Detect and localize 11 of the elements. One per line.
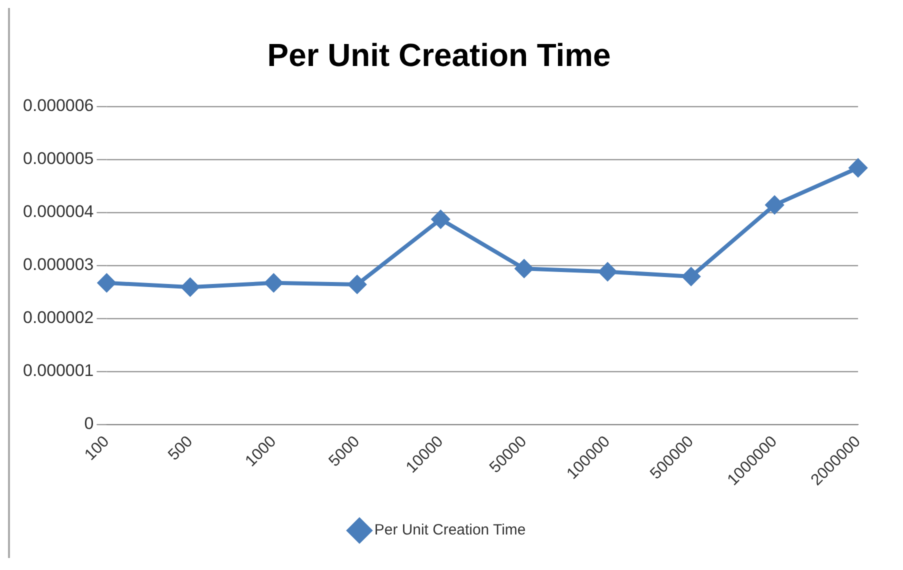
legend-label: Per Unit Creation Time — [374, 522, 526, 539]
chart-title: Per Unit Creation Time — [267, 36, 611, 74]
y-tick-label: 0.000005 — [23, 149, 94, 168]
x-tick-label: 100 — [82, 433, 113, 464]
y-tick-label: 0 — [84, 414, 94, 434]
y-tick-label: 0.000002 — [23, 308, 94, 328]
y-tick-label: 0.000006 — [23, 96, 94, 116]
y-tick-label: 0.000003 — [23, 255, 94, 274]
x-tick-label: 500 — [165, 433, 196, 464]
y-tick-label: 0.000004 — [23, 202, 94, 222]
y-tick-label: 0.000001 — [23, 361, 94, 380]
